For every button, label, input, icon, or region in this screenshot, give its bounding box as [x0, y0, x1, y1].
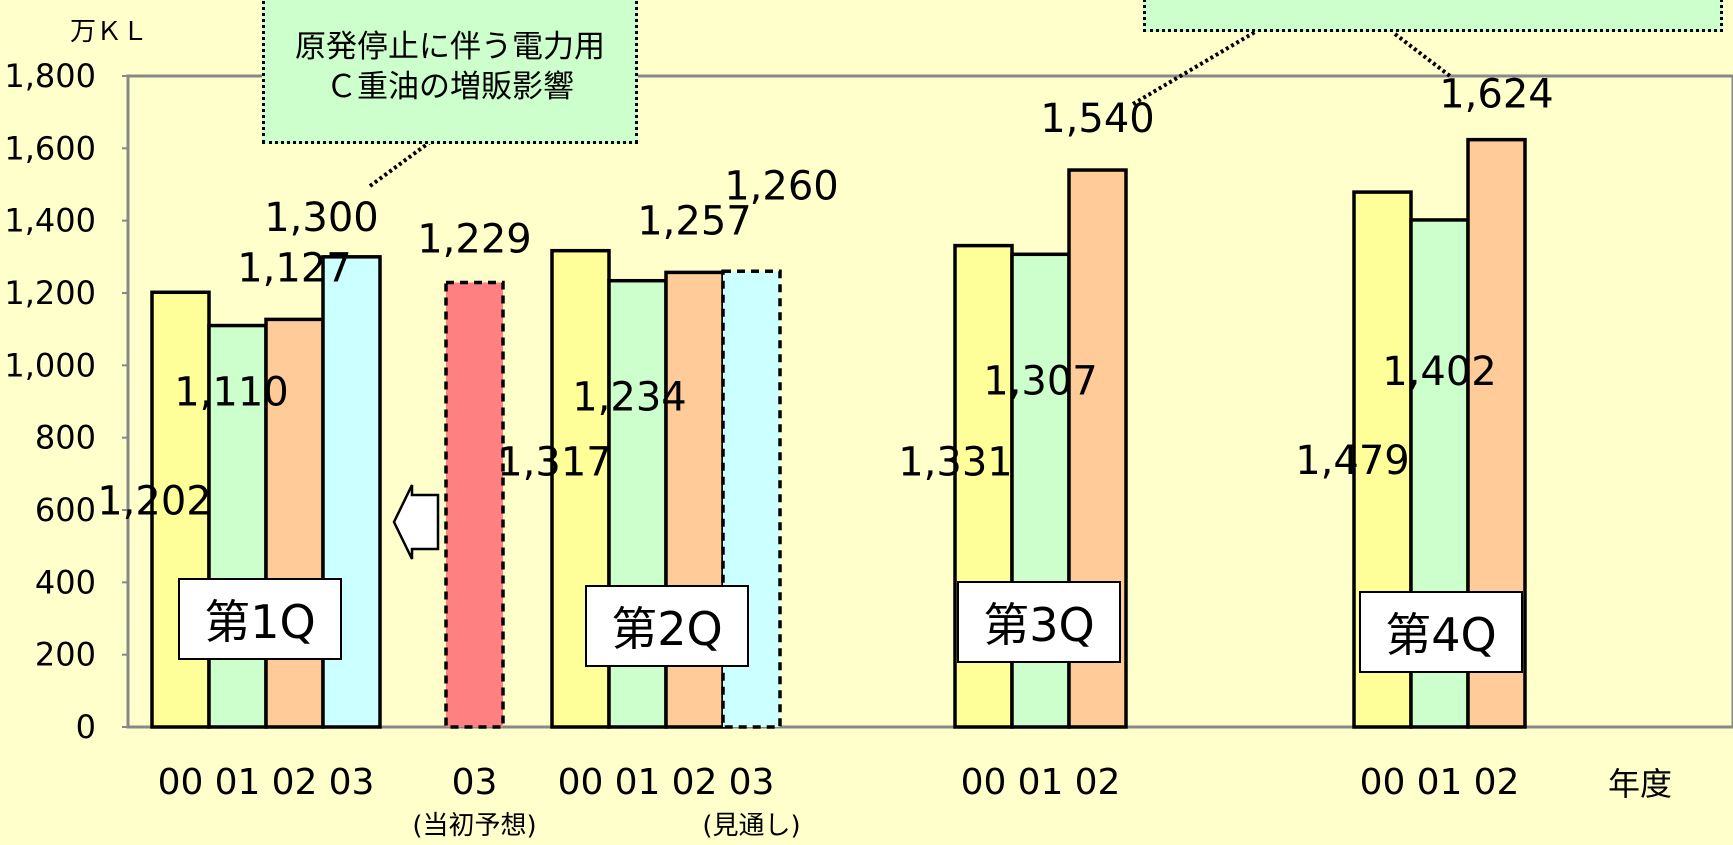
value-label: 1,260: [724, 163, 839, 209]
value-label: 1,202: [97, 478, 212, 524]
callout-pointer-q4: [1393, 32, 1452, 78]
value-label: 1,234: [572, 375, 687, 421]
x-tick-label: 02: [1075, 762, 1121, 803]
value-label: 1,317: [497, 440, 612, 486]
value-label: 1,402: [1382, 349, 1497, 395]
quarter-label-q2: 第2Q: [585, 585, 749, 667]
y-tick-label: 1,200: [4, 274, 96, 312]
x-tick-label: 01: [215, 762, 261, 803]
x-tick-label: 00: [558, 762, 604, 803]
quarter-label-q3: 第3Q: [957, 581, 1121, 663]
value-label: 1,257: [637, 198, 752, 244]
value-label: 1,479: [1295, 438, 1410, 484]
value-label: 1,624: [1439, 72, 1554, 118]
y-axis-ticks: 0 200 400 600 800 1,000 1,200 1,400 1,600 1,800 万Ｋ…: [4, 17, 148, 746]
x-tick-label: 01: [1417, 762, 1463, 803]
x-tick-label: 00: [1360, 762, 1406, 803]
x-tick-label: 02: [672, 762, 718, 803]
x-tick-label: 01: [615, 762, 661, 803]
callout-q1-line1: 原発停止に伴う電力用: [295, 29, 605, 65]
callout-q1-line2: Ｃ重油の増販影響: [326, 69, 574, 105]
x-axis-labels: 00 01 02 03 03 (当初予想) 00 01 02 03 (見通し) 00 01 02 00 01 0…: [158, 762, 1672, 841]
x-tick-label: 03: [452, 762, 498, 803]
callout-pointer-q3: [1131, 30, 1257, 106]
y-tick-label: 600: [35, 491, 96, 529]
x-sublabel: (当初予想): [412, 811, 536, 841]
quarter-label-q1: 第1Q: [178, 578, 342, 660]
y-tick-label: 1,000: [4, 346, 96, 384]
y-tick-label: 0: [76, 708, 96, 746]
value-label: 1,540: [1040, 96, 1155, 142]
x-sublabel: (見通し): [702, 811, 800, 841]
y-tick-label: 1,600: [4, 129, 96, 167]
y-axis-unit: 万ＫＬ: [70, 17, 148, 47]
value-label: 1,229: [417, 217, 532, 263]
x-tick-label: 03: [329, 762, 375, 803]
y-tick-label: 200: [35, 636, 96, 674]
x-tick-label: 01: [1018, 762, 1064, 803]
value-label: 1,331: [898, 440, 1013, 486]
value-label: 1,307: [983, 358, 1098, 404]
chart-annotations: [368, 30, 1452, 560]
x-tick-label: 03: [729, 762, 775, 803]
bar-第1Q-01: [207, 323, 268, 729]
value-label: 1,300: [264, 195, 379, 241]
y-tick-label: 400: [35, 563, 96, 601]
bar-forecast-03: [444, 280, 505, 729]
x-tick-label: 00: [158, 762, 204, 803]
callout-top-right: [1143, 0, 1723, 32]
x-tick-label: 02: [272, 762, 318, 803]
callout-q1: 原発停止に伴う電力用 Ｃ重油の増販影響: [262, 0, 638, 144]
quarter-label-q4: 第4Q: [1359, 591, 1523, 673]
x-tick-label: 00: [961, 762, 1007, 803]
value-label: 1,110: [174, 370, 289, 416]
left-arrow-icon: [392, 484, 440, 560]
y-tick-label: 800: [35, 419, 96, 457]
x-axis-unit: 年度: [1608, 765, 1672, 803]
x-tick-label: 02: [1474, 762, 1520, 803]
value-label: 1,127: [237, 245, 352, 291]
y-tick-label: 1,400: [4, 202, 96, 240]
y-tick-label: 1,800: [4, 57, 96, 95]
callout-q1-pointer: [368, 140, 432, 188]
